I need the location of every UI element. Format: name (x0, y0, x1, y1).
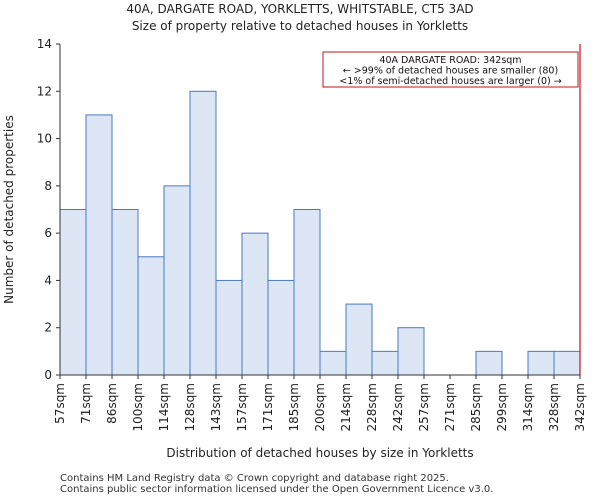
x-tick-label: 328sqm (547, 383, 561, 431)
chart-title: 40A, DARGATE ROAD, YORKLETTS, WHITSTABLE… (126, 2, 474, 16)
x-tick-label: 128sqm (183, 383, 197, 431)
histogram-bar (163, 185, 191, 376)
histogram-bar (345, 303, 373, 376)
y-axis-label: Number of detached properties (2, 115, 16, 304)
x-tick-label: 271sqm (443, 383, 457, 431)
x-tick-label: 57sqm (53, 383, 67, 424)
y-tick-label: 0 (44, 368, 52, 382)
y-tick-label: 4 (44, 273, 52, 287)
histogram-bar (189, 90, 217, 376)
footer-line-1: Contains HM Land Registry data © Crown c… (60, 473, 449, 484)
annotation-line-3: <1% of semi-detached houses are larger (… (339, 76, 561, 87)
x-tick-label: 228sqm (365, 383, 379, 431)
histogram-bar (475, 350, 503, 376)
x-tick-label: 157sqm (235, 383, 249, 431)
histogram-bar (319, 350, 347, 376)
histogram-bar (85, 114, 113, 376)
x-tick-label: 114sqm (157, 383, 171, 431)
histogram-bar (215, 279, 243, 376)
x-tick-label: 257sqm (417, 383, 431, 431)
chart-subtitle: Size of property relative to detached ho… (131, 19, 469, 33)
histogram-bar (371, 350, 399, 376)
x-tick-label: 299sqm (495, 383, 509, 431)
histogram-bar (553, 350, 581, 376)
x-tick-label: 143sqm (209, 383, 223, 431)
x-tick-label: 342sqm (573, 383, 587, 431)
histogram-bar (293, 209, 321, 376)
annotation-line-1: 40A DARGATE ROAD: 342sqm (379, 55, 521, 66)
annotation-box (322, 51, 579, 88)
x-tick-label: 214sqm (339, 383, 353, 431)
histogram-bar (59, 209, 87, 376)
histogram-bar (527, 350, 555, 376)
x-tick-label: 171sqm (261, 383, 275, 431)
y-tick-label: 14 (37, 37, 52, 51)
x-tick-label: 185sqm (287, 383, 301, 431)
y-tick-label: 6 (44, 226, 52, 240)
histogram-bar (137, 256, 165, 376)
footer-line-2: Contains public sector information licen… (60, 484, 494, 495)
y-tick-label: 12 (37, 84, 52, 98)
x-axis-label: Distribution of detached houses by size … (166, 446, 473, 460)
x-tick-label: 242sqm (391, 383, 405, 431)
x-tick-label: 71sqm (79, 383, 93, 424)
x-tick-label: 285sqm (469, 383, 483, 431)
x-tick-label: 314sqm (521, 383, 535, 431)
y-tick-label: 2 (44, 321, 52, 335)
histogram-bar (111, 209, 139, 376)
x-tick-label: 200sqm (313, 383, 327, 431)
x-tick-label: 100sqm (131, 383, 145, 431)
y-tick-label: 8 (44, 179, 52, 193)
y-tick-label: 10 (37, 132, 52, 146)
x-tick-label: 86sqm (105, 383, 119, 424)
histogram-bar (267, 279, 295, 376)
histogram-bar (397, 327, 425, 376)
annotation-line-2: ← >99% of detached houses are smaller (8… (343, 66, 558, 77)
histogram-bar (241, 232, 269, 376)
